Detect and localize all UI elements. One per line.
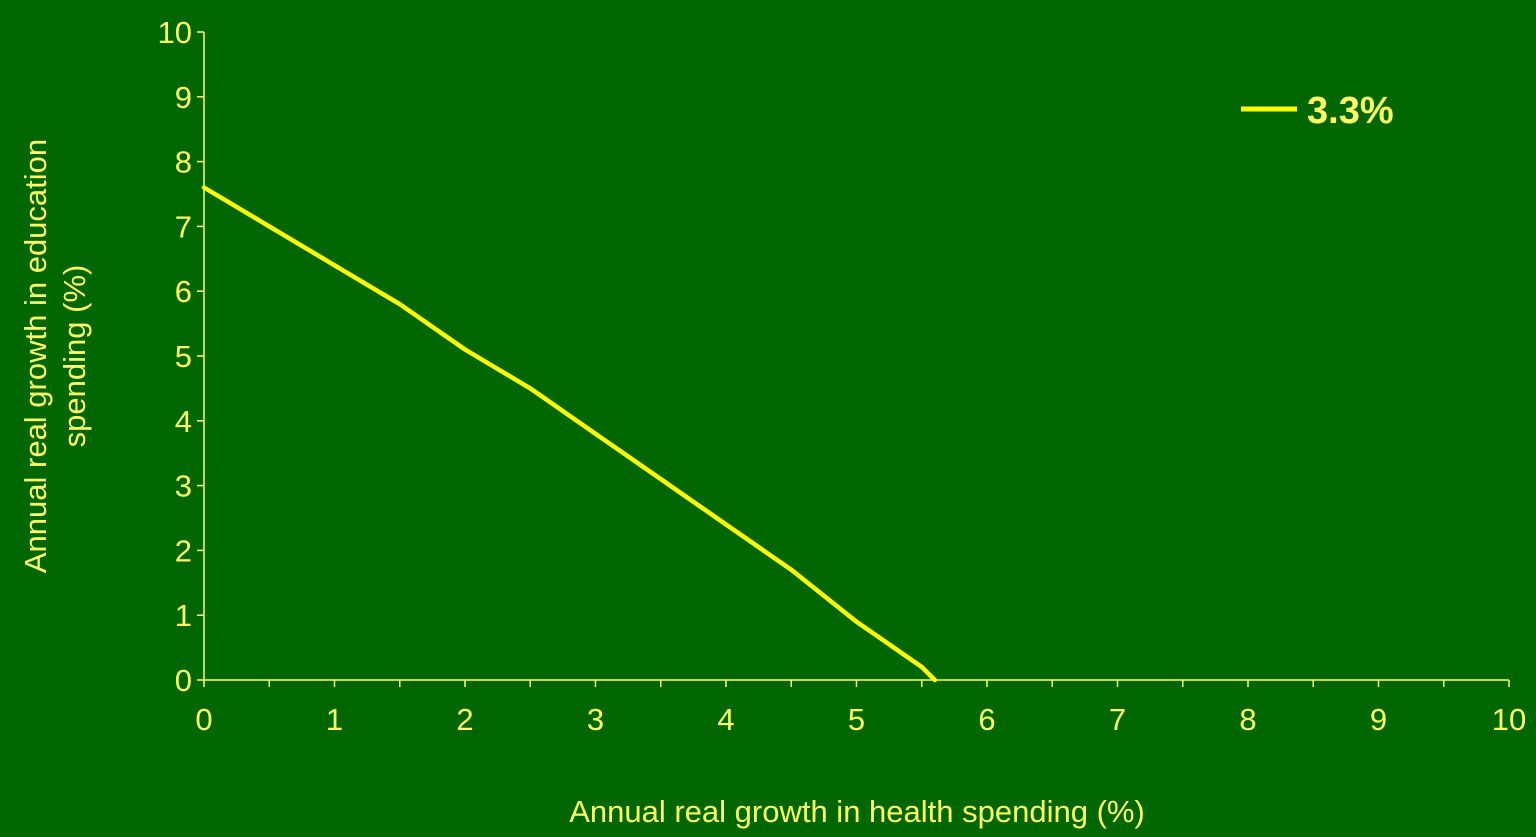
series-line-0	[201, 185, 938, 683]
x-tick-label: 2	[456, 702, 473, 737]
y-tick-label: 3	[175, 469, 192, 504]
x-tick-label: 3	[587, 702, 604, 737]
y-tick-label: 4	[175, 404, 192, 439]
plot-area	[201, 185, 938, 683]
y-tick-label: 5	[175, 339, 192, 374]
x-tick-label: 9	[1370, 702, 1387, 737]
y-axis-label-line-1: Annual real growth in education	[18, 139, 53, 573]
legend-label: 3.3%	[1307, 90, 1394, 132]
legend: 3.3%	[1241, 90, 1394, 132]
x-tick-label: 0	[195, 702, 212, 737]
y-tick-label: 8	[175, 145, 192, 180]
x-tick-label: 5	[848, 702, 865, 737]
y-tick-label: 9	[175, 80, 192, 115]
x-tick-label: 6	[978, 702, 995, 737]
x-tick-label: 10	[1492, 702, 1526, 737]
y-tick-label: 0	[175, 663, 192, 698]
y-tick-label: 10	[158, 15, 192, 50]
axes	[197, 31, 1510, 687]
y-tick-label: 7	[175, 209, 192, 244]
x-tick-label: 8	[1239, 702, 1256, 737]
y-tick-label: 2	[175, 533, 192, 568]
x-tick-label: 7	[1109, 702, 1126, 737]
y-tick-label: 1	[175, 598, 192, 633]
y-tick-label: 6	[175, 274, 192, 309]
y-axis-label-line-2: spending (%)	[57, 265, 92, 448]
x-axis-label: Annual real growth in health spending (%…	[569, 794, 1145, 829]
x-tick-label: 4	[717, 702, 734, 737]
x-tick-label: 1	[326, 702, 343, 737]
tick-labels: 0 1 2 3 4 5 6 7 8 9 10 0 1 2 3 4 5 6 7 8 9 10	[158, 15, 1527, 737]
